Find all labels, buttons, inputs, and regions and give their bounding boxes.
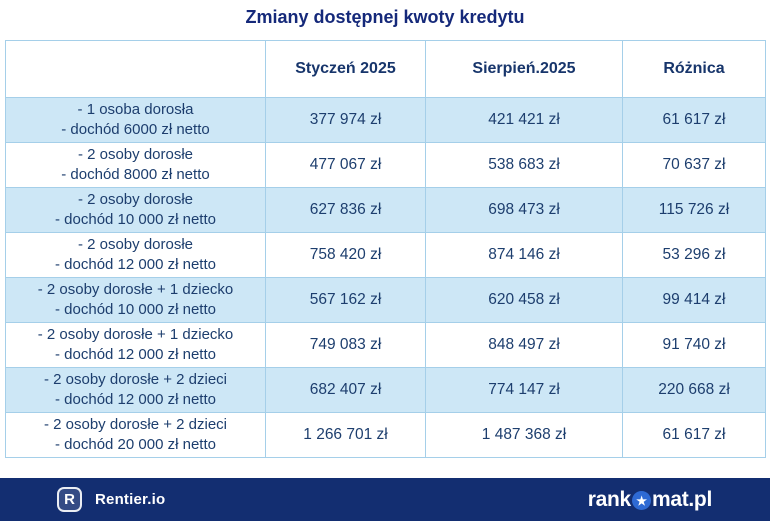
january-value: 749 083 zł: [265, 322, 426, 368]
difference-value: 99 414 zł: [622, 277, 766, 323]
scenario-line-1: - 2 osoby dorosłe: [77, 191, 194, 209]
page-title: Zmiany dostępnej kwoty kredytu: [245, 7, 525, 27]
scenario-cell: - 2 osoby dorosłe - dochód 10 000 zł net…: [5, 187, 266, 233]
table-header-difference: Różnica: [622, 40, 766, 98]
scenario-cell: - 2 osoby dorosłe + 1 dziecko - dochód 1…: [5, 322, 266, 368]
rankomat-logo: rank ★ mat.pl: [587, 487, 713, 512]
january-value: 377 974 zł: [265, 97, 426, 143]
august-value: 1 487 368 zł: [425, 412, 623, 458]
january-value: 567 162 zł: [265, 277, 426, 323]
difference-value: 61 617 zł: [622, 97, 766, 143]
table-row: - 2 osoby dorosłe - dochód 12 000 zł net…: [5, 232, 766, 278]
august-value: 874 146 zł: [425, 232, 623, 278]
scenario-line-1: - 2 osoby dorosłe + 1 dziecko: [37, 281, 234, 299]
scenario-cell: - 2 osoby dorosłe + 1 dziecko - dochód 1…: [5, 277, 266, 323]
scenario-cell: - 2 osoby dorosłe + 2 dzieci - dochód 20…: [5, 412, 266, 458]
january-value: 682 407 zł: [265, 367, 426, 413]
january-value: 758 420 zł: [265, 232, 426, 278]
scenario-line-1: - 2 osoby dorosłe: [77, 146, 194, 164]
difference-value: 53 296 zł: [622, 232, 766, 278]
rentier-logo: R Rentier.io: [57, 487, 165, 512]
table-header-row: Styczeń 2025 Sierpień.2025 Różnica: [5, 40, 766, 98]
scenario-line-2: - dochód 12 000 zł netto: [55, 391, 216, 408]
scenario-line-2: - dochód 12 000 zł netto: [55, 346, 216, 363]
table-row: - 2 osoby dorosłe + 1 dziecko - dochód 1…: [5, 322, 766, 368]
scenario-cell: - 2 osoby dorosłe - dochód 8000 zł netto: [5, 142, 266, 188]
difference-value: 220 668 zł: [622, 367, 766, 413]
rentier-r-icon: R: [57, 487, 82, 512]
august-value: 698 473 zł: [425, 187, 623, 233]
difference-value: 91 740 zł: [622, 322, 766, 368]
scenario-line-1: - 2 osoby dorosłe + 1 dziecko: [37, 326, 234, 344]
table-header-august: Sierpień.2025: [425, 40, 623, 98]
scenario-line-1: - 2 osoby dorosłe: [77, 236, 194, 254]
scenario-line-2: - dochód 8000 zł netto: [61, 166, 210, 183]
august-value: 421 421 zł: [425, 97, 623, 143]
rankomat-text-suffix: mat.pl: [651, 487, 712, 511]
difference-value: 61 617 zł: [622, 412, 766, 458]
january-value: 1 266 701 zł: [265, 412, 426, 458]
january-value: 627 836 zł: [265, 187, 426, 233]
scenario-cell: - 2 osoby dorosłe - dochód 12 000 zł net…: [5, 232, 266, 278]
difference-value: 70 637 zł: [622, 142, 766, 188]
credit-table: Styczeń 2025 Sierpień.2025 Różnica - 1 o…: [5, 40, 766, 458]
august-value: 848 497 zł: [425, 322, 623, 368]
scenario-line-2: - dochód 12 000 zł netto: [55, 256, 216, 273]
footer-bar: R Rentier.io rank ★ mat.pl: [0, 478, 770, 521]
scenario-line-1: - 2 osoby dorosłe + 2 dzieci: [43, 416, 228, 434]
august-value: 774 147 zł: [425, 367, 623, 413]
scenario-line-2: - dochód 10 000 zł netto: [55, 211, 216, 228]
difference-value: 115 726 zł: [622, 187, 766, 233]
rankomat-star-icon: ★: [631, 491, 651, 510]
table-header-empty: [5, 40, 266, 98]
table-row: - 1 osoba dorosła - dochód 6000 zł netto…: [5, 97, 766, 143]
scenario-cell: - 2 osoby dorosłe + 2 dzieci - dochód 12…: [5, 367, 266, 413]
august-value: 538 683 zł: [425, 142, 623, 188]
rankomat-text-prefix: rank: [587, 487, 631, 511]
scenario-line-2: - dochód 6000 zł netto: [61, 121, 210, 138]
scenario-line-2: - dochód 10 000 zł netto: [55, 301, 216, 318]
scenario-line-1: - 1 osoba dorosła: [77, 101, 194, 119]
scenario-cell: - 1 osoba dorosła - dochód 6000 zł netto: [5, 97, 266, 143]
table-row: - 2 osoby dorosłe + 2 dzieci - dochód 12…: [5, 367, 766, 413]
scenario-line-1: - 2 osoby dorosłe + 2 dzieci: [43, 371, 228, 389]
table-row: - 2 osoby dorosłe + 2 dzieci - dochód 20…: [5, 412, 766, 458]
scenario-line-2: - dochód 20 000 zł netto: [55, 436, 216, 453]
table-row: - 2 osoby dorosłe - dochód 10 000 zł net…: [5, 187, 766, 233]
rentier-label: Rentier.io: [95, 491, 166, 508]
august-value: 620 458 zł: [425, 277, 623, 323]
table-row: - 2 osoby dorosłe + 1 dziecko - dochód 1…: [5, 277, 766, 323]
table-header-january: Styczeń 2025: [265, 40, 426, 98]
january-value: 477 067 zł: [265, 142, 426, 188]
table-row: - 2 osoby dorosłe - dochód 8000 zł netto…: [5, 142, 766, 188]
